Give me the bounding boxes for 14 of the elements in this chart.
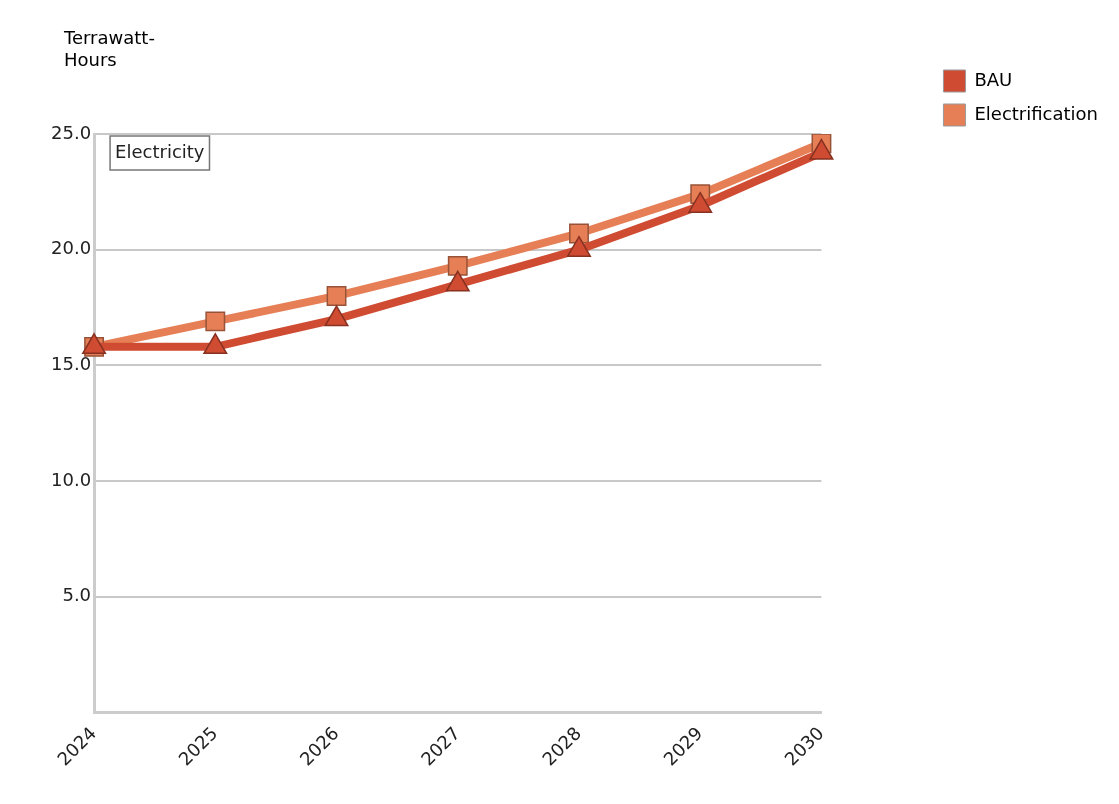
y-tick-label: 5.0 [62,584,92,606]
annotation: Electricity [115,140,205,162]
y-tick-label: 20.0 [51,237,92,259]
legend-label: Electrification [974,102,1099,124]
point [326,285,347,306]
y-tick-label: 15.0 [51,353,92,375]
point [447,255,468,276]
y-tick-label: 10.0 [51,468,92,490]
point [203,333,228,355]
point [324,305,349,327]
point [445,270,470,292]
y-axis-title: Terrawatt-Hours [63,26,155,70]
y-tick-label: 25.0 [51,121,92,143]
legend-label: BAU [974,68,1013,90]
